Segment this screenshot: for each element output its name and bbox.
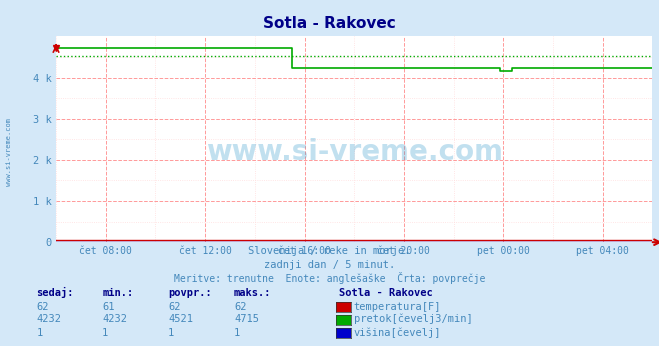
- Text: 4521: 4521: [168, 315, 193, 325]
- Text: višina[čevelj]: višina[čevelj]: [354, 327, 442, 338]
- Text: 1: 1: [168, 328, 174, 338]
- Text: min.:: min.:: [102, 288, 133, 298]
- Text: 1: 1: [102, 328, 108, 338]
- Text: 4715: 4715: [234, 315, 259, 325]
- Text: 4232: 4232: [102, 315, 127, 325]
- Text: pretok[čevelj3/min]: pretok[čevelj3/min]: [354, 314, 473, 325]
- Text: 61: 61: [102, 302, 115, 312]
- Text: 62: 62: [234, 302, 246, 312]
- Text: www.si-vreme.com: www.si-vreme.com: [5, 118, 12, 186]
- Text: 1: 1: [234, 328, 240, 338]
- Text: www.si-vreme.com: www.si-vreme.com: [206, 138, 503, 166]
- Text: povpr.:: povpr.:: [168, 288, 212, 298]
- Text: 1: 1: [36, 328, 42, 338]
- Text: maks.:: maks.:: [234, 288, 272, 298]
- Text: sedaj:: sedaj:: [36, 287, 74, 298]
- Text: 62: 62: [168, 302, 181, 312]
- Text: Slovenija / reke in morje.: Slovenija / reke in morje.: [248, 246, 411, 256]
- Text: temperatura[F]: temperatura[F]: [354, 302, 442, 312]
- Text: zadnji dan / 5 minut.: zadnji dan / 5 minut.: [264, 260, 395, 270]
- Text: Sotla - Rakovec: Sotla - Rakovec: [263, 16, 396, 30]
- Text: 4232: 4232: [36, 315, 61, 325]
- Text: Sotla - Rakovec: Sotla - Rakovec: [339, 288, 433, 298]
- Text: Meritve: trenutne  Enote: anglešaške  Črta: povprečje: Meritve: trenutne Enote: anglešaške Črta…: [174, 272, 485, 284]
- Text: 62: 62: [36, 302, 49, 312]
